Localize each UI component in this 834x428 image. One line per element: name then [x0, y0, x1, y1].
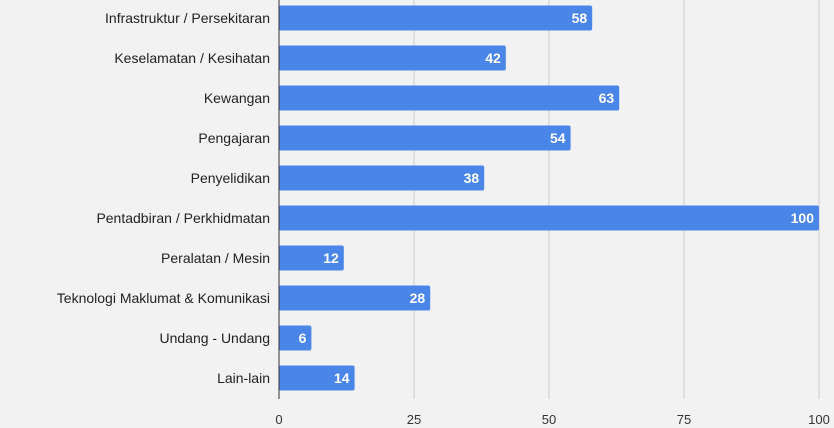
data-label: 12	[323, 250, 339, 266]
category-label: Penyelidikan	[191, 170, 270, 186]
bar	[279, 365, 355, 391]
category-label: Peralatan / Mesin	[161, 250, 270, 266]
bar	[279, 85, 620, 111]
bar	[279, 285, 431, 311]
x-axis-ticks: 0 25 50 75 100	[275, 412, 829, 427]
bar	[279, 45, 506, 71]
x-tick-label: 50	[542, 412, 556, 427]
x-tick-label: 25	[407, 412, 421, 427]
category-label: Lain-lain	[217, 370, 270, 386]
bar	[279, 245, 344, 271]
data-label: 54	[550, 130, 566, 146]
data-label: 38	[464, 170, 480, 186]
bar	[279, 125, 571, 151]
category-label: Keselamatan / Kesihatan	[114, 50, 270, 66]
data-label: 28	[410, 290, 426, 306]
bar	[279, 325, 312, 351]
data-label: 58	[572, 10, 588, 26]
category-label: Kewangan	[204, 90, 270, 106]
x-tick-label: 0	[275, 412, 282, 427]
x-tick-label: 75	[677, 412, 691, 427]
data-label: 63	[599, 90, 615, 106]
category-label: Teknologi Maklumat & Komunikasi	[57, 290, 270, 306]
category-label: Undang - Undang	[159, 330, 270, 346]
data-label: 6	[299, 330, 307, 346]
category-label: Infrastruktur / Persekitaran	[105, 10, 270, 26]
category-label: Pentadbiran / Perkhidmatan	[96, 210, 270, 226]
category-labels: Infrastruktur / Persekitaran Keselamatan …	[57, 10, 270, 386]
x-tick-label: 100	[808, 412, 830, 427]
bar	[279, 205, 819, 231]
data-label: 100	[791, 210, 815, 226]
data-label: 14	[334, 370, 350, 386]
bar	[279, 5, 593, 31]
category-label: Pengajaran	[198, 130, 270, 146]
grid-lines	[413, 0, 820, 399]
bars: 58 42 63 54 38 100 12 28 6 14	[279, 5, 819, 391]
data-label: 42	[485, 50, 501, 66]
bar	[279, 165, 485, 191]
